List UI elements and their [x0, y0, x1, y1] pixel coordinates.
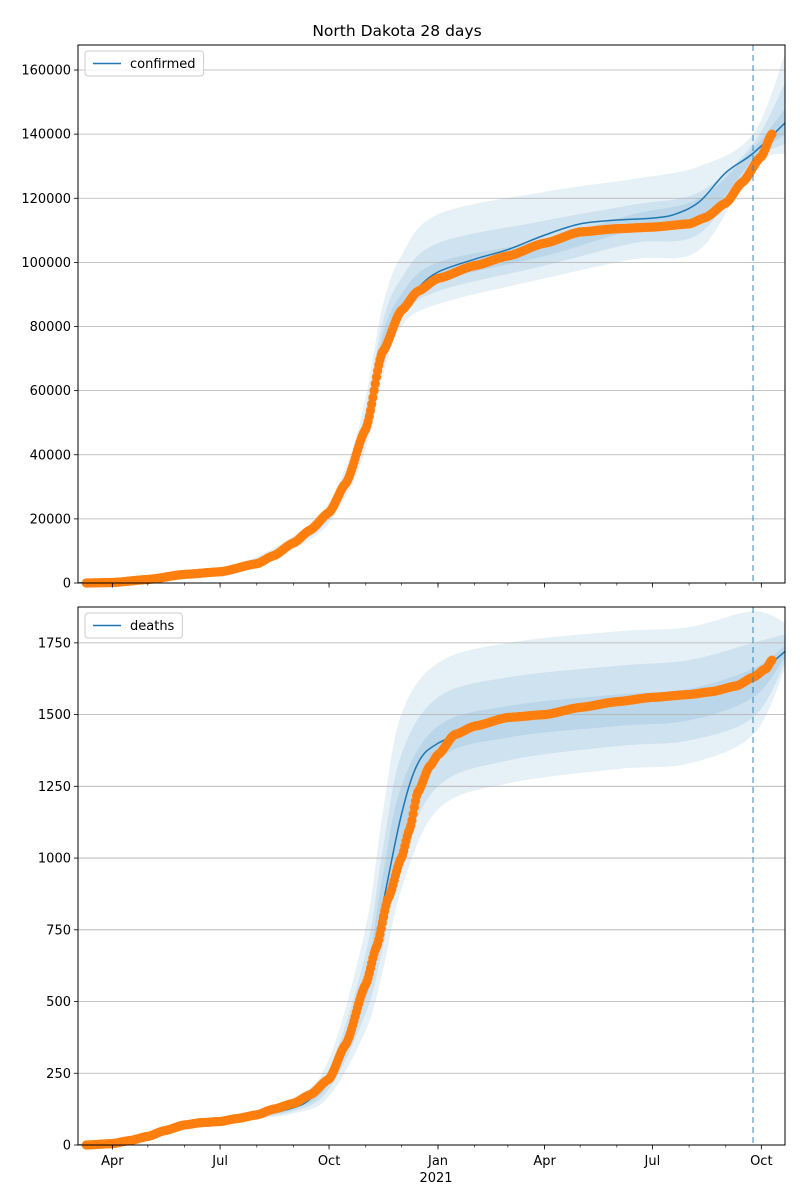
- confirmed-observed-point: [368, 392, 378, 403]
- deaths-axes-frame: [77, 606, 786, 1146]
- deaths-legend-label: deaths: [130, 619, 175, 634]
- confirmed-band-outer: [78, 53, 785, 583]
- deaths-y-tick-label: 1500: [38, 708, 71, 723]
- deaths-y-tick-label: 500: [46, 995, 71, 1010]
- x-tick-label: Jul: [644, 1154, 661, 1169]
- x-axis-year-label: 2021: [419, 1171, 452, 1186]
- confirmed-panel: 0 20000 40000 60000 80000 100000 120000 140000 1…: [21, 44, 786, 592]
- x-tick-label: Apr: [533, 1154, 556, 1169]
- confirmed-observed-point: [767, 129, 777, 139]
- deaths-legend: deaths: [84, 612, 183, 639]
- deaths-y-tick-label: 1250: [38, 780, 71, 795]
- confirmed-legend: confirmed: [84, 50, 205, 77]
- deaths-legend-box: [84, 612, 183, 639]
- confirmed-x-axis-ticks: [111, 583, 762, 588]
- deaths-gridlines: [78, 642, 785, 1074]
- confirmed-legend-label: confirmed: [130, 57, 196, 72]
- x-tick-label: Oct: [750, 1154, 772, 1169]
- deaths-x-axis: Apr Jul Oct Jan Apr Jul Oct: [101, 1145, 773, 1169]
- deaths-y-tick-label: 250: [46, 1067, 71, 1082]
- deaths-y-tick-label: 0: [63, 1139, 71, 1154]
- confirmed-y-axis: 0 20000 40000 60000 80000 100000 120000 140000 1…: [21, 64, 78, 592]
- confirmed-y-tick-label: 80000: [30, 320, 71, 335]
- confirmed-legend-box: [84, 50, 205, 77]
- deaths-y-tick-label: 1750: [38, 636, 71, 651]
- deaths-y-axis: 0 250 500 750 1000 1250 1500 1750: [38, 636, 78, 1154]
- x-tick-label: Apr: [101, 1154, 124, 1169]
- deaths-y-tick-label: 1000: [38, 852, 71, 867]
- confirmed-y-tick-label: 100000: [21, 256, 71, 271]
- deaths-observed-point: [767, 655, 777, 665]
- deaths-band-middle: [78, 634, 785, 1145]
- confirmed-y-tick-label: 40000: [30, 448, 71, 463]
- confirmed-y-tick-label: 20000: [30, 512, 71, 527]
- confirmed-axes-frame: [77, 44, 786, 584]
- x-tick-label: Jul: [211, 1154, 228, 1169]
- deaths-band-outer: [78, 611, 785, 1145]
- confirmed-uncertainty-bands: [78, 53, 785, 583]
- confirmed-band-middle: [78, 82, 785, 583]
- confirmed-gridlines: [78, 69, 785, 520]
- x-tick-label: Oct: [318, 1154, 340, 1169]
- confirmed-y-tick-label: 120000: [21, 192, 71, 207]
- confirmed-y-tick-label: 140000: [21, 128, 71, 143]
- confirmed-y-tick-label: 160000: [21, 64, 71, 79]
- confirmed-y-tick-label: 60000: [30, 384, 71, 399]
- deaths-y-tick-label: 750: [46, 923, 71, 938]
- x-tick-label: Jan: [427, 1154, 448, 1169]
- confirmed-observed-point: [369, 386, 379, 396]
- confirmed-y-tick-label: 0: [63, 577, 71, 592]
- chart-title: North Dakota 28 days: [312, 22, 481, 40]
- deaths-observed-points: [81, 655, 777, 1150]
